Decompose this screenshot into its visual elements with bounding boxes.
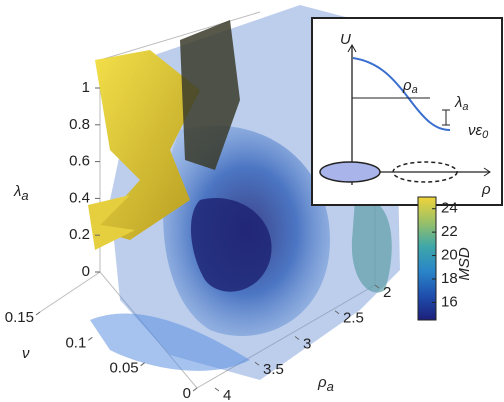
inset-y-label: U [340, 31, 351, 48]
z-tick-label: 0.2 [69, 226, 90, 243]
z-tick-label: 1 [82, 79, 90, 96]
y-tick-label: 3.5 [263, 361, 284, 378]
x-axis-label: ν [22, 345, 30, 362]
tick-mark [141, 363, 145, 366]
tick-mark [88, 337, 92, 340]
tick-mark [215, 388, 219, 391]
inset: U ρ ρa λa νε0 [312, 18, 502, 205]
y-tick-label: 2 [383, 284, 391, 301]
colorbar-label: MSD [456, 247, 473, 281]
y-axis-label: ρa [317, 374, 334, 394]
y-tick-label: 4 [223, 387, 231, 402]
inset-x-label: ρ [481, 181, 491, 198]
y-tick-label: 3 [303, 335, 311, 352]
z-tick-label: 0.6 [69, 153, 90, 170]
tick-mark [193, 388, 197, 391]
colorbar-tick-label: 24 [441, 200, 458, 217]
colorbar-tick-label: 20 [441, 247, 458, 264]
z-tick-label: 0 [82, 263, 90, 280]
colorbar-tick-label: 22 [441, 223, 458, 240]
z-tick-label: 0.4 [69, 189, 90, 206]
x-tick-label: 0 [183, 385, 191, 402]
colorbar-tick-label: 18 [441, 270, 458, 287]
x-tick-label: 0.05 [109, 360, 138, 377]
y-tick-label: 2.5 [343, 310, 364, 327]
colorbar [418, 197, 436, 320]
x-tick-label: 0.1 [65, 334, 86, 351]
z-tick-label: 0.8 [69, 116, 90, 133]
figure: U ρ ρa λa νε0 λa ν ρa MSD 0 0.2 0.4 0.6 0.8 1… [0, 0, 504, 402]
tick-mark [36, 312, 40, 315]
z-axis-label: λa [13, 183, 29, 203]
particle [320, 162, 380, 182]
colorbar-tick-label: 16 [441, 293, 458, 310]
x-tick-label: 0.15 [5, 309, 34, 326]
